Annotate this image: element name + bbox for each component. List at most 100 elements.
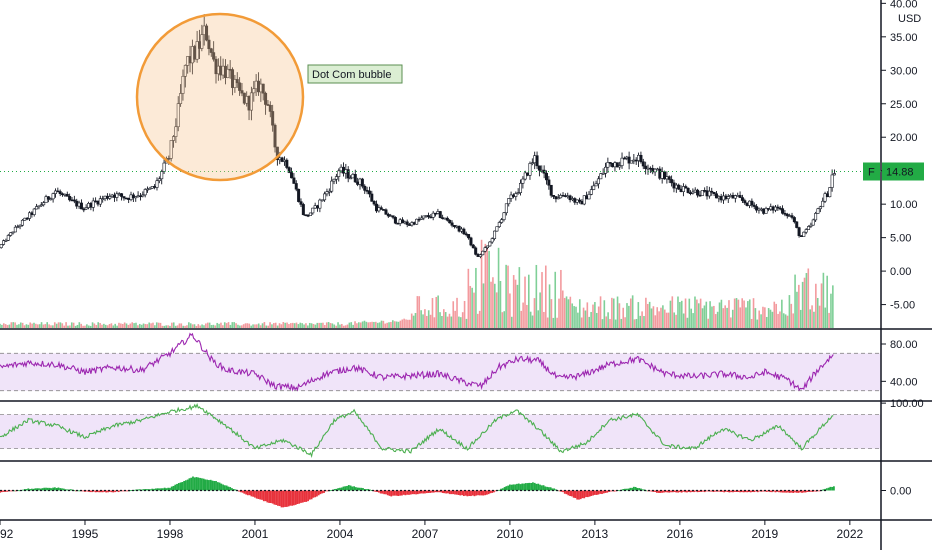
- volume-bar: [2, 323, 5, 328]
- volume-bar: [291, 322, 294, 328]
- histogram-bar: [455, 490, 458, 495]
- histogram-bar: [354, 487, 357, 491]
- volume-bar: [552, 317, 555, 328]
- candle-body: [476, 254, 480, 257]
- histogram-bar: [218, 482, 221, 491]
- volume-bar: [278, 323, 281, 328]
- candle-body: [540, 169, 544, 172]
- histogram-bar: [64, 489, 67, 491]
- histogram-bar: [101, 490, 104, 493]
- volume-bar: [208, 322, 211, 328]
- histogram-bar: [524, 483, 527, 491]
- volume-bar: [76, 324, 79, 328]
- histogram-bar: [50, 488, 53, 491]
- histogram-bar: [778, 490, 780, 493]
- histogram-bar: [769, 490, 772, 493]
- histogram-bar: [4, 490, 7, 492]
- volume-bar: [739, 307, 742, 328]
- candle-body: [681, 186, 685, 192]
- histogram-bar: [363, 489, 366, 491]
- histogram-bar: [360, 487, 363, 491]
- histogram-bar: [788, 490, 791, 493]
- volume-bar: [172, 322, 175, 328]
- histogram-bar: [301, 490, 304, 503]
- volume-bar: [775, 303, 777, 328]
- histogram-bar: [112, 490, 115, 493]
- candle-body: [625, 156, 629, 159]
- volume-bar: [699, 298, 702, 328]
- volume-bar: [654, 315, 657, 328]
- candle-body: [570, 198, 574, 201]
- candle-body: [311, 207, 315, 214]
- histogram-bar: [652, 490, 655, 492]
- volume-bar: [191, 324, 194, 328]
- candle-body: [157, 178, 161, 182]
- candle-body: [644, 165, 648, 169]
- volume-bar: [541, 272, 543, 328]
- candle-body: [594, 183, 598, 187]
- candle-body: [226, 68, 230, 78]
- histogram-bar: [59, 488, 62, 491]
- volume-bar: [822, 272, 825, 328]
- histogram-bar: [739, 490, 741, 493]
- volume-bar: [733, 298, 736, 328]
- volume-bar: [794, 274, 796, 328]
- candle-body: [174, 126, 178, 137]
- volume-bar: [250, 325, 252, 328]
- histogram-bar: [654, 490, 656, 492]
- histogram-bar: [562, 490, 564, 493]
- volume-bar: [641, 311, 643, 328]
- candle-body: [700, 190, 704, 196]
- volume-bar: [335, 325, 337, 328]
- volume-bar: [765, 316, 768, 328]
- candle-body: [722, 195, 726, 201]
- histogram-bar: [285, 490, 288, 507]
- histogram-bar: [434, 490, 437, 493]
- histogram-bar: [516, 483, 518, 491]
- volume-bar: [254, 324, 256, 328]
- volume-bar: [365, 321, 368, 328]
- volume-bar: [716, 311, 719, 328]
- price-tick-label: 35.00: [890, 32, 918, 44]
- histogram-bar: [358, 487, 361, 491]
- candle-body: [823, 193, 827, 202]
- candle-body: [13, 226, 17, 233]
- volume-bar: [527, 274, 530, 328]
- volume-bar: [639, 315, 642, 328]
- volume-bar: [769, 309, 772, 328]
- histogram-bar: [307, 490, 309, 502]
- volume-bar: [724, 305, 726, 328]
- histogram-bar: [493, 490, 495, 493]
- histogram-bar: [790, 490, 793, 493]
- candle-body: [460, 228, 464, 232]
- volume-bar: [295, 322, 298, 328]
- volume-bar: [288, 324, 290, 328]
- volume-bar: [648, 301, 651, 328]
- histogram-bar: [314, 490, 317, 498]
- histogram-bar: [413, 490, 416, 495]
- histogram-bar: [185, 480, 187, 491]
- candle-body: [398, 219, 402, 224]
- candle-body: [759, 208, 763, 211]
- histogram-bar: [613, 490, 616, 492]
- histogram-bar: [416, 490, 419, 495]
- volume-bar: [476, 313, 479, 328]
- histogram-bar: [432, 490, 435, 493]
- histogram-bar: [546, 486, 548, 491]
- histogram-bar: [144, 489, 147, 491]
- histogram-bar: [346, 485, 348, 491]
- volume-bar: [97, 322, 100, 328]
- volume-bar: [467, 268, 470, 328]
- volume-bar: [342, 325, 345, 328]
- volume-bar: [303, 324, 305, 328]
- volume-bar: [29, 322, 32, 328]
- volume-bar: [108, 324, 111, 328]
- volume-bar: [174, 325, 177, 328]
- histogram-bar: [188, 478, 191, 491]
- histogram-bar: [448, 490, 451, 495]
- histogram-bar: [172, 485, 175, 491]
- volume-bar: [410, 313, 413, 328]
- volume-bar: [157, 322, 160, 328]
- histogram-bar: [744, 490, 747, 493]
- histogram-bar: [578, 490, 580, 500]
